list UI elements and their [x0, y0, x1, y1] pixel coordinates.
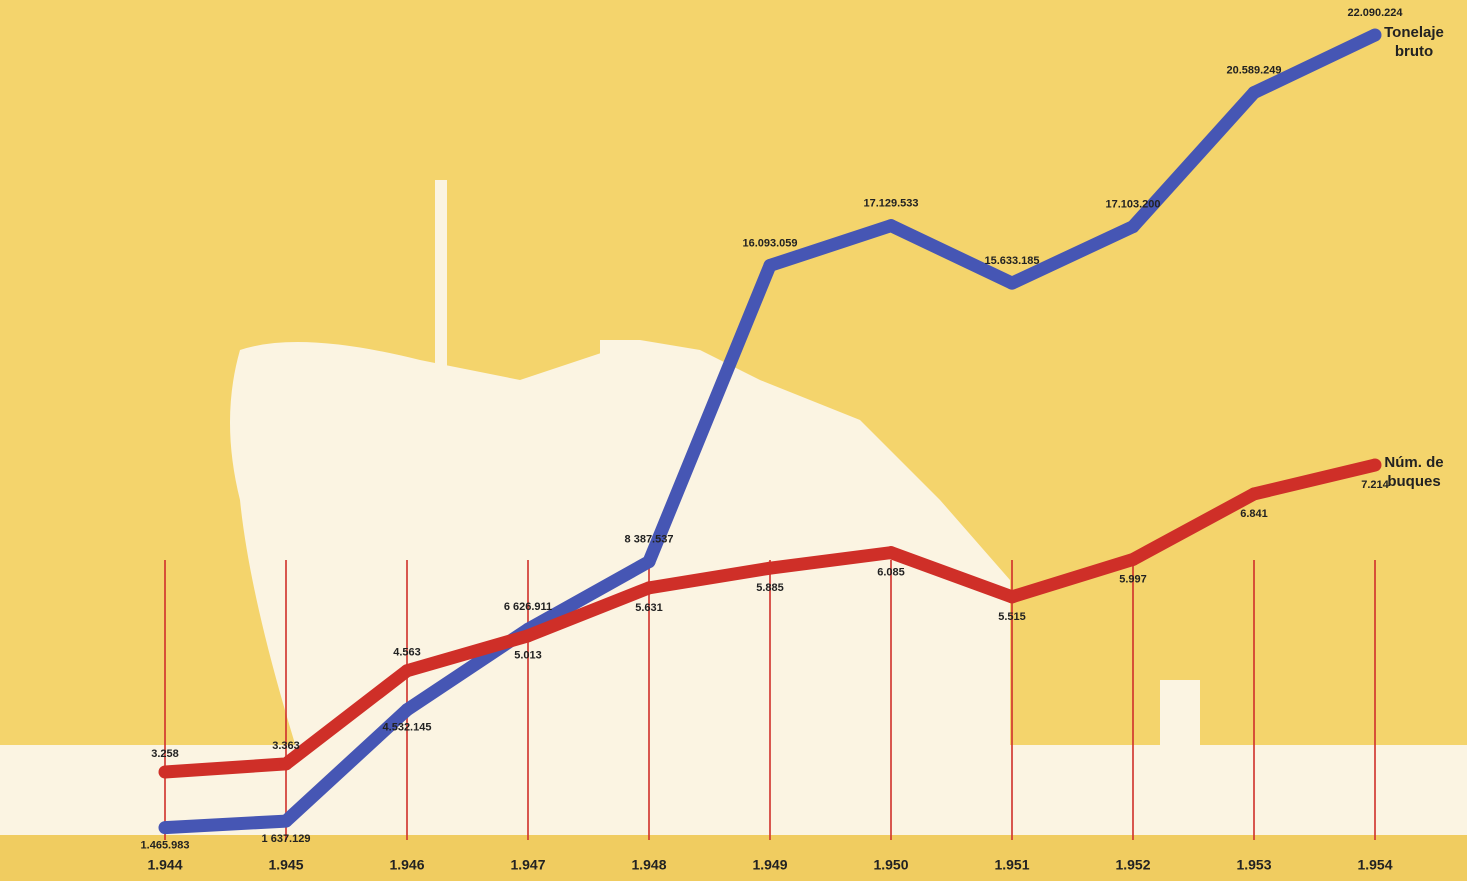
point: [1127, 553, 1140, 566]
data-label: 22.090.224: [1347, 7, 1403, 19]
point: [764, 259, 777, 272]
data-label: 1.465.983: [141, 840, 190, 852]
x-tick-label: 1.948: [631, 857, 666, 873]
chart: 1.944 1.945 1.946 1.947 1.948 1.949 1.950 1.951…: [0, 0, 1467, 881]
point: [885, 219, 898, 232]
data-label: 16.093.059: [742, 237, 797, 249]
data-label: 6.841: [1240, 508, 1268, 520]
legend-entry: Tonelaje bruto: [1379, 23, 1449, 61]
data-label: 6 626.911: [504, 601, 552, 613]
x-tick-label: 1.952: [1115, 857, 1150, 873]
x-tick-label: 1.950: [873, 857, 908, 873]
data-label: 3.258: [151, 748, 179, 760]
data-label: 5.885: [756, 582, 784, 594]
point: [885, 546, 898, 559]
legend-entry: Núm. de buques: [1379, 453, 1449, 491]
point: [1006, 277, 1019, 290]
point: [401, 703, 414, 716]
data-label: 17.103.200: [1105, 199, 1160, 211]
point: [764, 562, 777, 575]
point: [522, 629, 535, 642]
data-label: 8 387.537: [625, 534, 674, 546]
point: [643, 581, 656, 594]
point: [1127, 220, 1140, 233]
data-label: 5.013: [514, 650, 542, 662]
x-tick-label: 1.947: [510, 857, 545, 873]
data-label: 17.129.533: [863, 198, 918, 210]
x-tick-label: 1.953: [1236, 857, 1271, 873]
x-tick-label: 1.951: [994, 857, 1029, 873]
point: [1006, 590, 1019, 603]
data-label: 1 637.129: [262, 833, 311, 845]
data-label: 3.363: [272, 740, 300, 752]
data-label: 20.589.249: [1226, 65, 1281, 77]
point: [1248, 86, 1261, 99]
point: [159, 821, 172, 834]
point: [280, 757, 293, 770]
x-tick-label: 1.954: [1357, 857, 1392, 873]
plot: 1.944 1.945 1.946 1.947 1.948 1.949 1.950 1.951…: [0, 0, 1467, 881]
data-label: 5.631: [635, 602, 663, 614]
point: [159, 766, 172, 779]
data-label: 4.532.145: [383, 722, 432, 734]
x-tick-label: 1.946: [389, 857, 424, 873]
data-label: 15.633.185: [984, 255, 1039, 267]
point: [280, 815, 293, 828]
x-tick-label: 1.945: [268, 857, 303, 873]
data-label: 6.085: [877, 567, 905, 579]
x-tick-label: 1.949: [752, 857, 787, 873]
x-tick-label: 1.944: [147, 857, 182, 873]
data-label: 5.515: [998, 611, 1026, 623]
point: [643, 555, 656, 568]
point: [1248, 487, 1261, 500]
point: [401, 664, 414, 677]
data-label: 4.563: [393, 647, 421, 659]
data-label: 5.997: [1119, 573, 1147, 585]
